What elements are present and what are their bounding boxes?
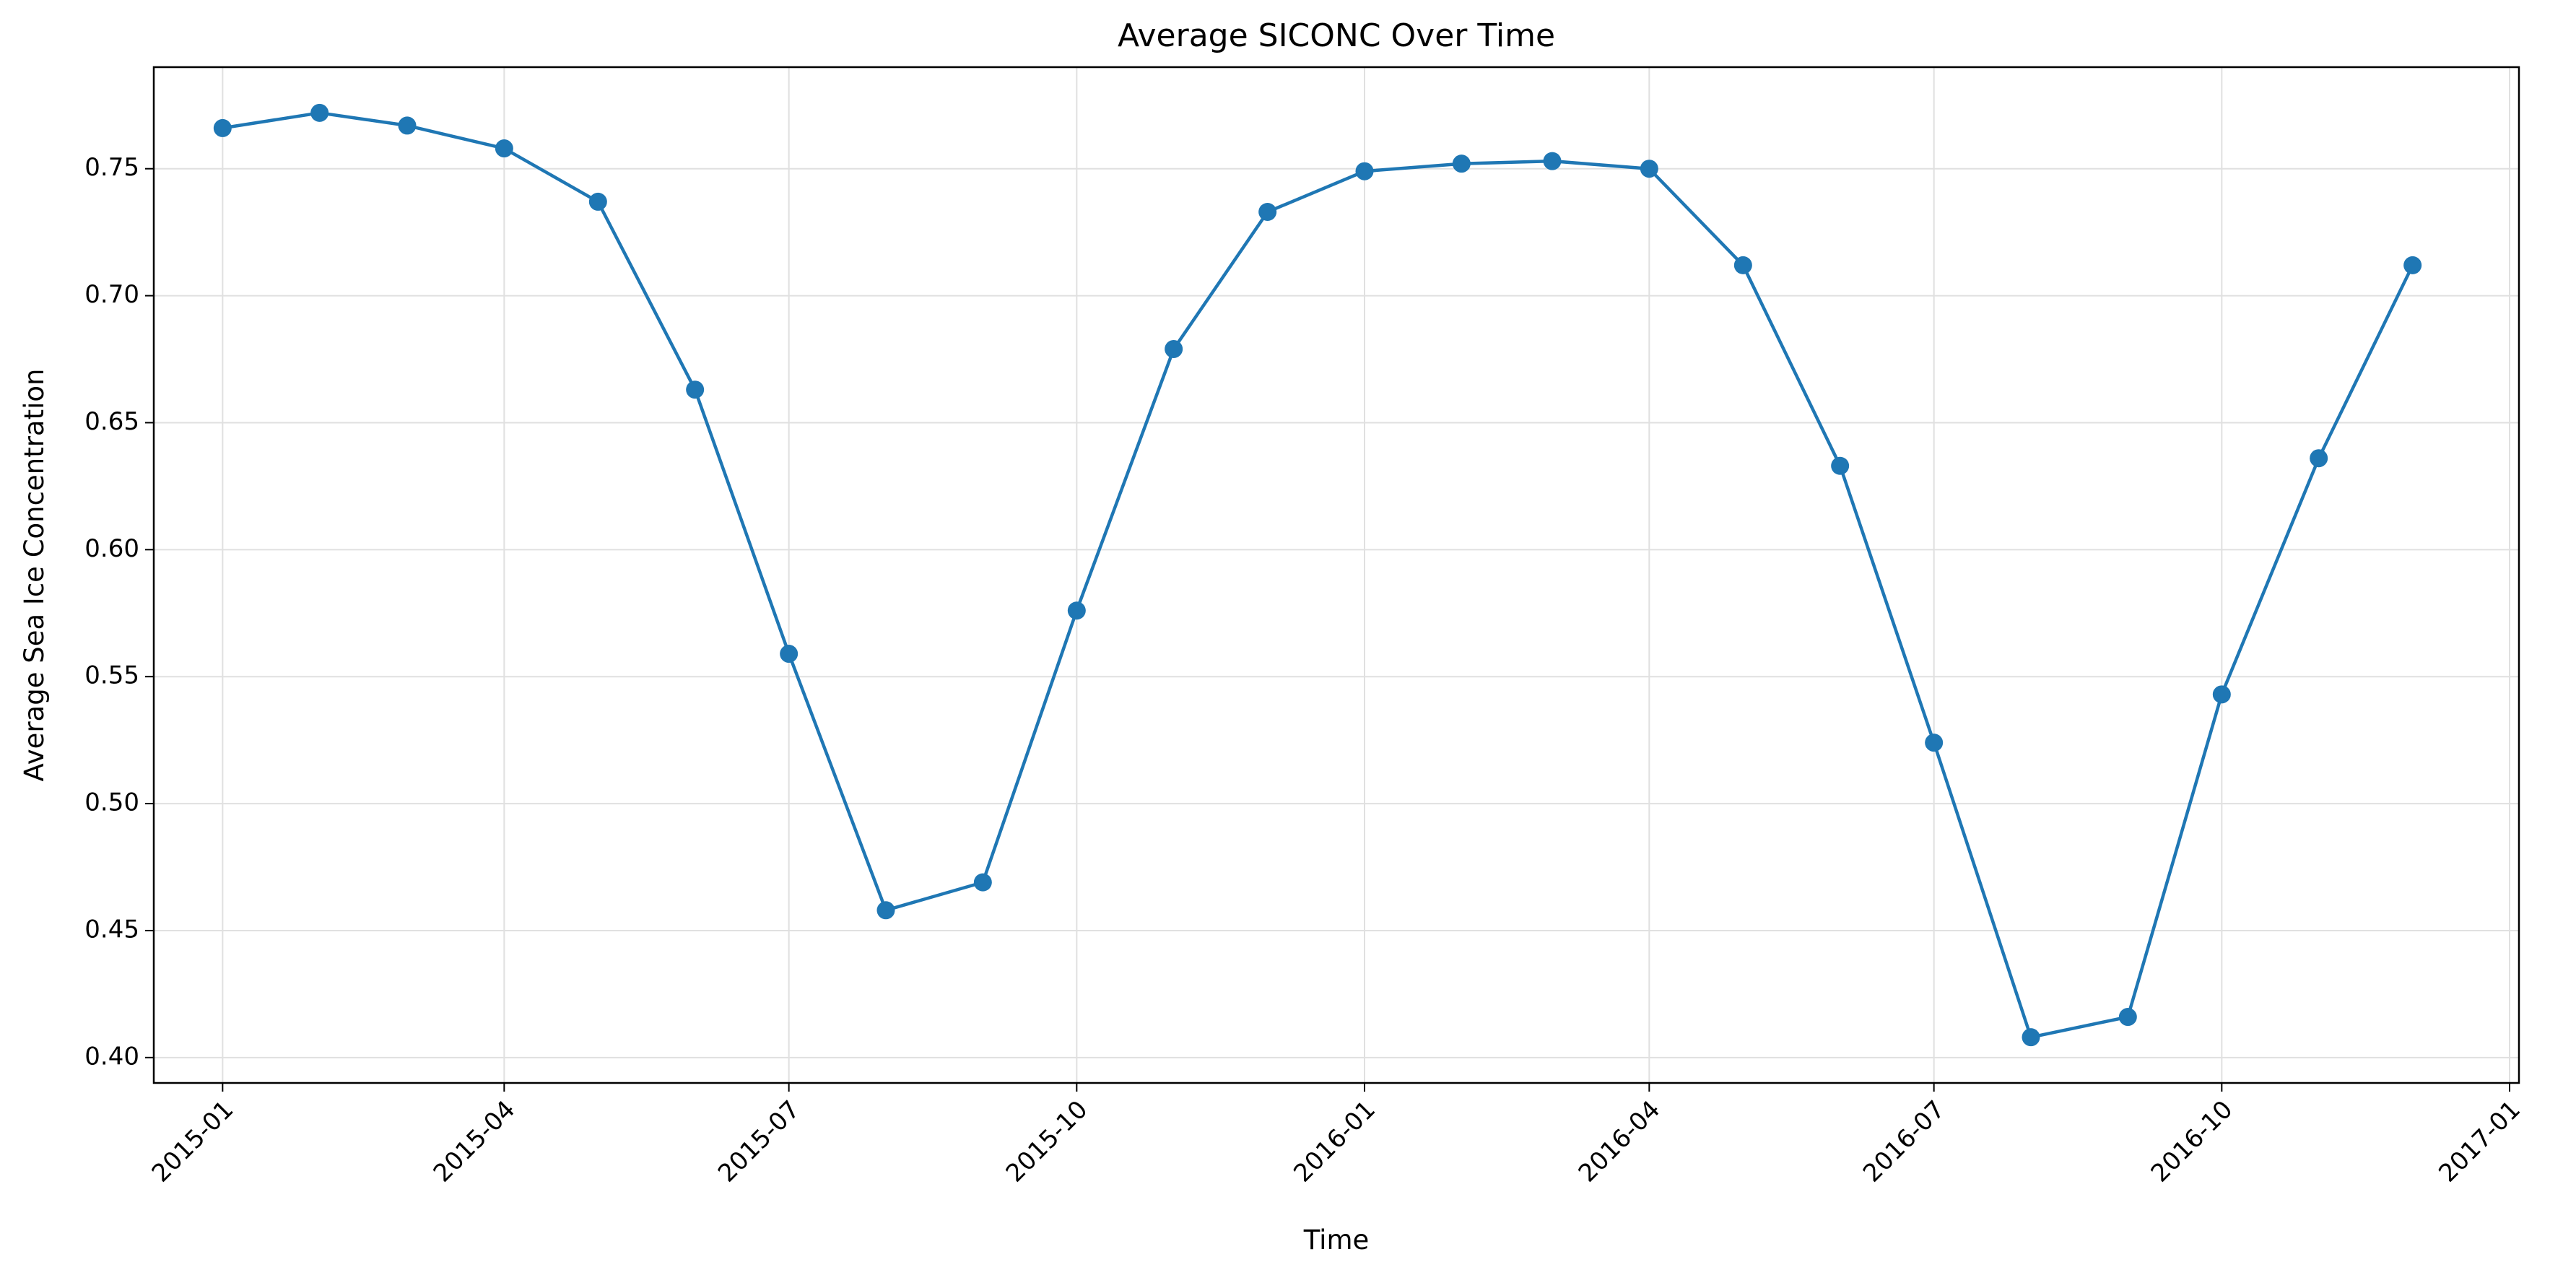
data-point — [213, 118, 232, 137]
data-point — [2403, 256, 2422, 274]
data-point — [973, 873, 992, 892]
data-point — [1925, 734, 1944, 752]
data-point — [1452, 155, 1471, 173]
x-axis-label: Time — [1303, 1224, 1370, 1256]
series-lines — [221, 111, 2414, 1039]
y-axis-ticks: 0.40 0.45 0.50 0.55 0.60 0.65 0.70 0.75 — [84, 153, 154, 1071]
data-point — [1640, 160, 1658, 178]
data-point — [588, 192, 607, 211]
plot-area-frame — [152, 66, 2520, 1084]
data-point — [2118, 1008, 2137, 1027]
series-markers — [213, 103, 2422, 1047]
y-tick-label: 0.45 — [84, 915, 139, 944]
chart-title: Average SICONC Over Time — [1118, 17, 1555, 54]
data-point — [398, 116, 417, 135]
y-tick-label: 0.60 — [84, 534, 139, 563]
y-tick-label: 0.50 — [84, 788, 139, 817]
data-point — [1067, 601, 1086, 620]
data-point — [780, 645, 799, 663]
data-point — [1355, 162, 1374, 180]
data-point — [1831, 456, 1850, 475]
data-point — [876, 901, 895, 920]
data-point — [686, 380, 705, 399]
data-point — [1165, 339, 1183, 358]
data-point — [2022, 1028, 2040, 1047]
data-point — [1543, 152, 1562, 170]
y-tick-label: 0.65 — [84, 407, 139, 436]
data-point — [2212, 685, 2231, 704]
y-tick-label: 0.75 — [84, 153, 139, 182]
y-tick-label: 0.55 — [84, 661, 139, 690]
data-point — [310, 103, 329, 122]
data-point — [2310, 449, 2328, 468]
series-line — [221, 111, 2414, 1039]
y-tick-label: 0.70 — [84, 280, 139, 309]
grid-lines — [154, 67, 2519, 1083]
data-point — [495, 139, 513, 158]
y-axis-label: Average Sea Ice Concentration — [19, 369, 50, 782]
data-point — [1733, 256, 1752, 274]
y-tick-label: 0.40 — [84, 1042, 139, 1071]
data-point — [1258, 202, 1277, 221]
